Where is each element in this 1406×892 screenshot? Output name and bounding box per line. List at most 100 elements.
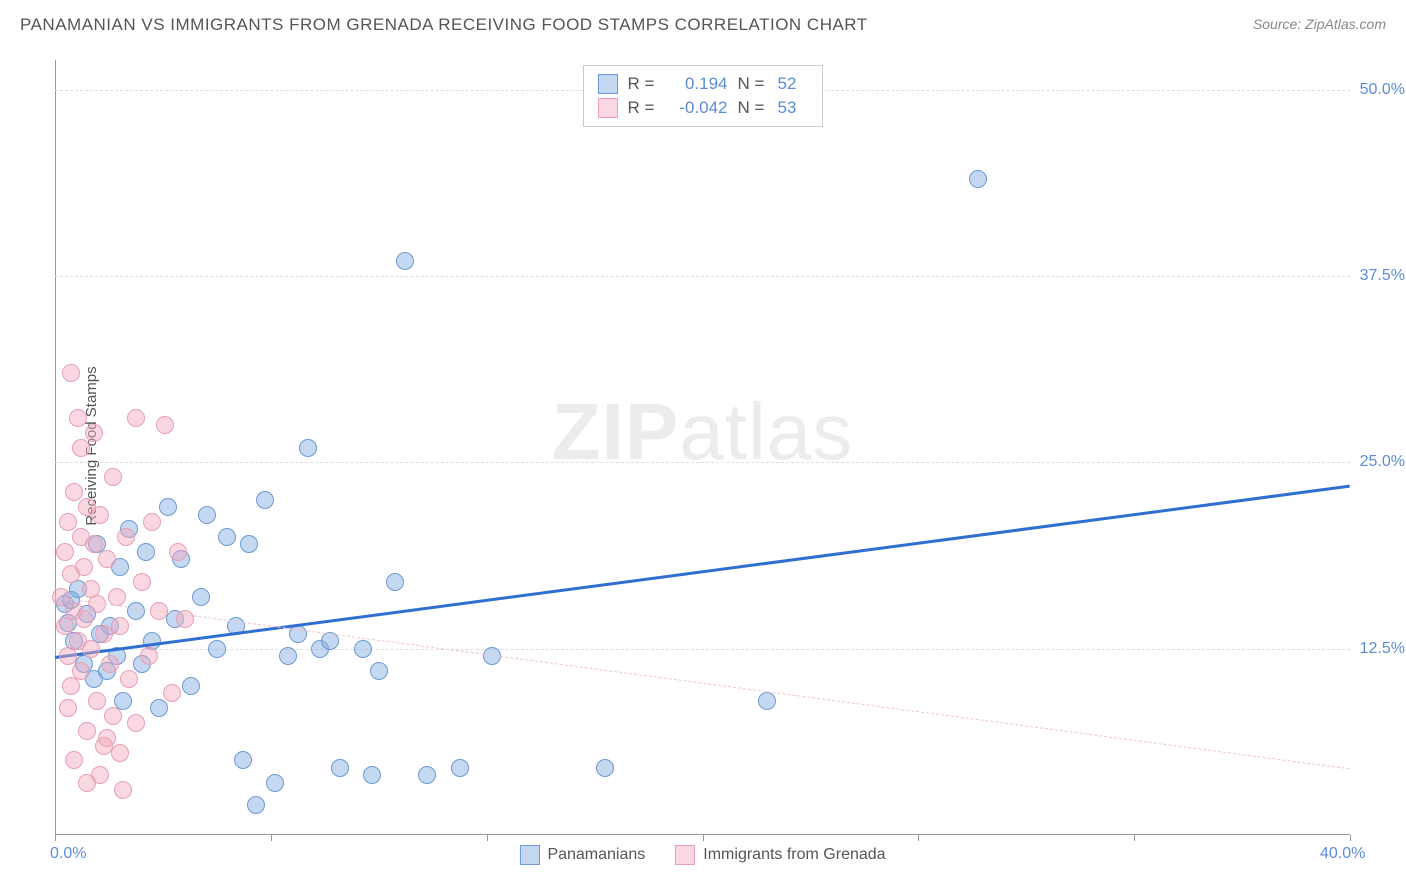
legend-label-0: Panamanians: [547, 846, 645, 864]
r-label: R =: [628, 98, 658, 118]
scatter-point: [62, 364, 80, 382]
scatter-point: [299, 439, 317, 457]
legend-swatch-blue: [598, 74, 618, 94]
scatter-point: [72, 662, 90, 680]
plot-area: ZIPatlas: [55, 60, 1350, 835]
scatter-point: [234, 751, 252, 769]
scatter-plot: ZIPatlas R = 0.194 N = 52 R = -0.042 N =…: [55, 60, 1350, 835]
gridline: [55, 462, 1350, 463]
scatter-point: [137, 543, 155, 561]
scatter-point: [386, 573, 404, 591]
y-tick-label: 37.5%: [1360, 267, 1405, 285]
y-tick-label: 50.0%: [1360, 81, 1405, 99]
scatter-point: [133, 573, 151, 591]
scatter-point: [120, 670, 138, 688]
legend-item: Panamanians: [519, 845, 645, 865]
scatter-point: [91, 766, 109, 784]
scatter-point: [59, 699, 77, 717]
scatter-point: [104, 468, 122, 486]
x-tick: [271, 835, 272, 841]
scatter-point: [59, 513, 77, 531]
scatter-point: [98, 729, 116, 747]
scatter-point: [111, 617, 129, 635]
r-value-1: -0.042: [668, 98, 728, 118]
scatter-point: [370, 662, 388, 680]
scatter-point: [88, 692, 106, 710]
legend-row: R = -0.042 N = 53: [598, 96, 808, 120]
chart-title: PANAMANIAN VS IMMIGRANTS FROM GRENADA RE…: [20, 15, 868, 35]
scatter-point: [143, 513, 161, 531]
scatter-point: [354, 640, 372, 658]
scatter-point: [127, 409, 145, 427]
r-value-0: 0.194: [668, 74, 728, 94]
scatter-point: [82, 640, 100, 658]
y-tick-label: 12.5%: [1360, 640, 1405, 658]
trend-line: [55, 597, 1350, 769]
gridline: [55, 276, 1350, 277]
scatter-point: [127, 602, 145, 620]
scatter-point: [279, 647, 297, 665]
legend-item: Immigrants from Grenada: [675, 845, 885, 865]
r-label: R =: [628, 74, 658, 94]
scatter-point: [396, 252, 414, 270]
scatter-point: [256, 491, 274, 509]
scatter-point: [75, 558, 93, 576]
scatter-point: [150, 699, 168, 717]
scatter-point: [163, 684, 181, 702]
scatter-point: [159, 498, 177, 516]
scatter-point: [72, 439, 90, 457]
n-value-0: 52: [778, 74, 808, 94]
scatter-point: [182, 677, 200, 695]
scatter-point: [91, 506, 109, 524]
scatter-point: [98, 550, 116, 568]
scatter-point: [247, 796, 265, 814]
source-name: ZipAtlas.com: [1305, 16, 1386, 32]
scatter-point: [169, 543, 187, 561]
x-tick: [487, 835, 488, 841]
scatter-point: [75, 610, 93, 628]
scatter-point: [418, 766, 436, 784]
scatter-point: [108, 588, 126, 606]
scatter-point: [192, 588, 210, 606]
scatter-point: [85, 535, 103, 553]
x-tick: [703, 835, 704, 841]
scatter-point: [127, 714, 145, 732]
scatter-point: [65, 751, 83, 769]
y-tick-label: 25.0%: [1360, 453, 1405, 471]
gridline: [55, 649, 1350, 650]
scatter-point: [101, 655, 119, 673]
source-attribution: Source: ZipAtlas.com: [1253, 16, 1386, 34]
scatter-point: [208, 640, 226, 658]
scatter-point: [117, 528, 135, 546]
legend-swatch-blue: [519, 845, 539, 865]
scatter-point: [266, 774, 284, 792]
n-label: N =: [738, 74, 768, 94]
scatter-point: [331, 759, 349, 777]
source-prefix: Source:: [1253, 16, 1305, 32]
series-legend: Panamanians Immigrants from Grenada: [519, 845, 885, 865]
x-tick: [1134, 835, 1135, 841]
scatter-point: [65, 483, 83, 501]
scatter-point: [56, 543, 74, 561]
x-tick: [918, 835, 919, 841]
x-tick: [55, 835, 56, 841]
y-axis-line: [55, 60, 56, 835]
scatter-point: [758, 692, 776, 710]
scatter-point: [85, 424, 103, 442]
scatter-point: [969, 170, 987, 188]
x-tick-label: 0.0%: [50, 845, 86, 863]
scatter-point: [198, 506, 216, 524]
scatter-point: [69, 409, 87, 427]
legend-swatch-pink: [598, 98, 618, 118]
scatter-point: [111, 744, 129, 762]
x-tick-label: 40.0%: [1320, 845, 1365, 863]
scatter-point: [451, 759, 469, 777]
correlation-legend: R = 0.194 N = 52 R = -0.042 N = 53: [583, 65, 823, 127]
legend-swatch-pink: [675, 845, 695, 865]
scatter-point: [156, 416, 174, 434]
legend-label-1: Immigrants from Grenada: [703, 846, 885, 864]
watermark: ZIPatlas: [552, 386, 853, 478]
scatter-point: [218, 528, 236, 546]
scatter-point: [363, 766, 381, 784]
trend-line: [55, 485, 1350, 659]
